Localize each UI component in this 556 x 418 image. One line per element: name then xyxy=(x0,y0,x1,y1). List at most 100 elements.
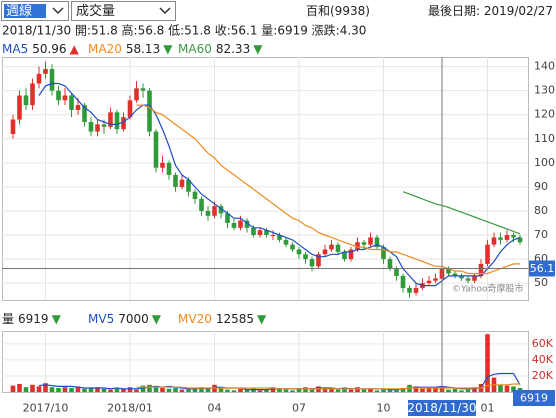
legend-name: MA60 xyxy=(178,42,212,56)
candle-body xyxy=(277,235,282,240)
volume-bar xyxy=(426,387,432,392)
volume-bar xyxy=(179,389,185,392)
chevron xyxy=(52,7,64,15)
volume-bar xyxy=(335,389,341,392)
candle-body xyxy=(329,244,334,250)
candle-body xyxy=(199,198,204,211)
volume-bar xyxy=(153,386,159,392)
volume-bar xyxy=(459,390,464,392)
select-text: 成交量 xyxy=(76,3,115,19)
volume-bar xyxy=(374,390,380,392)
candle-body xyxy=(17,95,22,120)
y-tick-label: 70 xyxy=(534,228,548,241)
legend-name: MA5 xyxy=(2,42,28,56)
volume-bar xyxy=(121,388,126,392)
volume-bar xyxy=(43,383,48,392)
volume-bar xyxy=(238,388,243,392)
candle-body xyxy=(225,213,230,224)
candle-body xyxy=(140,88,146,91)
legend-name: MV20 xyxy=(178,312,212,326)
last-date: 最後日期: 2019/02/27 xyxy=(428,4,553,18)
legend-name: 量 xyxy=(2,312,14,326)
candle-body xyxy=(342,251,347,260)
candle-body xyxy=(348,249,354,260)
candle-body xyxy=(264,230,269,236)
volume-bar xyxy=(433,387,438,392)
candle-body xyxy=(160,162,165,168)
volume-bar xyxy=(160,387,165,392)
volume-bar xyxy=(257,390,263,392)
candle-body xyxy=(36,73,42,84)
x-tick-label: 2018/01 xyxy=(107,402,153,415)
select-box[interactable] xyxy=(71,1,176,21)
candle-body xyxy=(238,220,243,228)
volume-bar xyxy=(23,387,29,392)
legend-name: MV5 xyxy=(88,312,114,326)
legend-trend: ▼ xyxy=(52,312,62,326)
volume-bar xyxy=(199,387,204,392)
y-tick-label: 80 xyxy=(534,204,548,217)
legend-trend: ▼ xyxy=(257,312,267,326)
candle-body xyxy=(121,117,126,130)
volume-bar xyxy=(498,384,503,392)
volume-bar xyxy=(166,388,172,392)
candle-body xyxy=(166,162,172,175)
candle-body xyxy=(127,100,133,118)
volume-bar xyxy=(270,387,276,392)
legend-value: 7000 xyxy=(118,312,149,326)
candle-body xyxy=(433,278,438,281)
volume-bar xyxy=(387,388,393,392)
price-frame xyxy=(2,57,529,301)
volume-bar xyxy=(114,387,120,392)
volume-bar xyxy=(283,389,289,392)
y-tick-label: 40K xyxy=(532,353,554,366)
legend-value: 50.96 xyxy=(32,42,66,56)
indicator-select[interactable]: 成交量 xyxy=(71,1,176,21)
ma-line xyxy=(136,104,520,275)
candle-body xyxy=(147,90,152,132)
period-select[interactable]: 週線 xyxy=(1,1,69,21)
candle-body xyxy=(212,206,217,216)
legend-trend: ▼ xyxy=(163,42,173,56)
volume-frame xyxy=(2,331,529,393)
candle-body xyxy=(173,174,178,187)
candle-body xyxy=(179,179,185,187)
volume-bar xyxy=(147,384,152,392)
volume-bar xyxy=(56,387,61,392)
y-tick-label: 140 xyxy=(534,60,555,73)
candle-body xyxy=(101,124,107,127)
volume-bar xyxy=(342,388,347,392)
candle-body xyxy=(426,280,432,284)
candle-body xyxy=(186,179,191,192)
legend-trend: ▼ xyxy=(152,312,162,326)
candle-body xyxy=(316,254,321,267)
crosshair-y-label: 56.1 xyxy=(530,262,555,275)
info-line: 2018/11/30 開:51.8 高:56.8 低:51.8 收:56.1 量… xyxy=(2,23,366,38)
volume-bar xyxy=(69,387,74,392)
volume-bar xyxy=(504,385,510,392)
y-tick-label: 110 xyxy=(534,132,555,145)
candle-body xyxy=(355,242,360,250)
candle-body xyxy=(498,237,503,240)
volume-bar xyxy=(381,389,386,392)
candle-body xyxy=(446,268,451,274)
volume-bar xyxy=(303,387,308,392)
legend-entry: MA60 82.33 ▼ xyxy=(178,42,263,56)
volume-bar xyxy=(361,389,367,392)
candle-body xyxy=(30,83,35,106)
volume-bar xyxy=(244,389,250,392)
y-tick-label: 20K xyxy=(532,369,554,382)
candle-body xyxy=(108,112,113,127)
select-text: 週線 xyxy=(6,3,32,19)
crosshair-vol-box xyxy=(513,390,555,406)
x-tick-label: 2017/10 xyxy=(23,402,69,415)
legend-value: 6919 xyxy=(18,312,49,326)
candle-body xyxy=(491,237,497,245)
volume-bar xyxy=(95,387,100,392)
volume-bar xyxy=(277,388,282,392)
volume-bar xyxy=(75,386,81,392)
y-tick-label: 120 xyxy=(534,108,555,121)
legend-trend: ▼ xyxy=(253,42,263,56)
crosshair-y-box xyxy=(529,260,555,277)
